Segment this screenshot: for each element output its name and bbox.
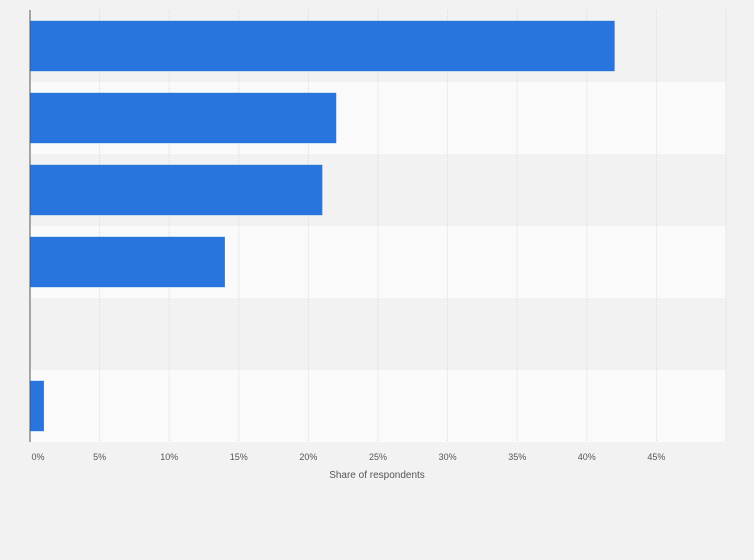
x-tick-label: 35% bbox=[508, 452, 526, 462]
x-tick-label: 5% bbox=[93, 452, 106, 462]
x-tick-label: 30% bbox=[439, 452, 457, 462]
bar bbox=[30, 164, 323, 216]
bars bbox=[30, 20, 615, 432]
x-tick-label: 0% bbox=[31, 452, 44, 462]
bar bbox=[30, 236, 225, 288]
x-tick-label: 45% bbox=[647, 452, 665, 462]
x-tick-label: 40% bbox=[578, 452, 596, 462]
x-tick-label: 20% bbox=[299, 452, 317, 462]
bar bbox=[30, 92, 337, 144]
x-tick-label: 15% bbox=[230, 452, 248, 462]
x-tick-label: 25% bbox=[369, 452, 387, 462]
gridlines bbox=[99, 10, 727, 442]
x-axis-title: Share of respondents bbox=[329, 470, 425, 481]
bar bbox=[30, 380, 44, 432]
bar bbox=[30, 20, 615, 72]
x-tick-label: 10% bbox=[160, 452, 178, 462]
x-tick-labels: 0% 5% 10% 15% 20% 25% 30% 35% 40% 45% bbox=[31, 452, 665, 462]
